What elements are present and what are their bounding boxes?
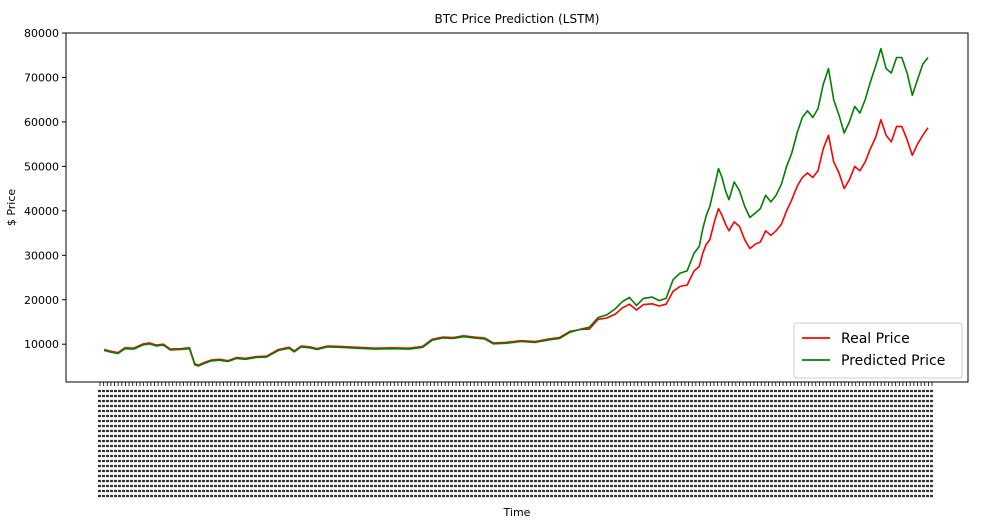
series-line-real-price	[103, 118, 929, 366]
y-tick-label: 10000	[24, 338, 59, 351]
y-tick-label: 40000	[24, 205, 59, 218]
y-tick-label: 30000	[24, 249, 59, 262]
y-axis-ticks: 10000 20000 30000 40000 50000 60000 70000 80000	[24, 27, 66, 351]
y-tick-label: 60000	[24, 116, 59, 129]
y-tick-label: 70000	[24, 71, 59, 84]
y-tick-label: 20000	[24, 294, 59, 307]
chart-legend: Real Price Predicted Price	[793, 322, 963, 379]
x-axis-label: Time	[503, 506, 531, 519]
series-lines	[103, 47, 929, 367]
legend-entry: Real Price	[841, 331, 910, 347]
x-axis-ticks	[98, 382, 934, 498]
chart-title: BTC Price Prediction (LSTM)	[435, 12, 600, 26]
y-tick-label: 50000	[24, 160, 59, 173]
legend-box	[793, 322, 963, 379]
x-tick-labels-overlapping	[98, 389, 934, 498]
y-axis-label: $ Price	[5, 189, 18, 227]
y-tick-label: 80000	[24, 27, 59, 40]
plot-area-frame	[65, 32, 969, 383]
legend-entry: Predicted Price	[841, 353, 945, 369]
series-line-predicted-price	[103, 47, 929, 367]
